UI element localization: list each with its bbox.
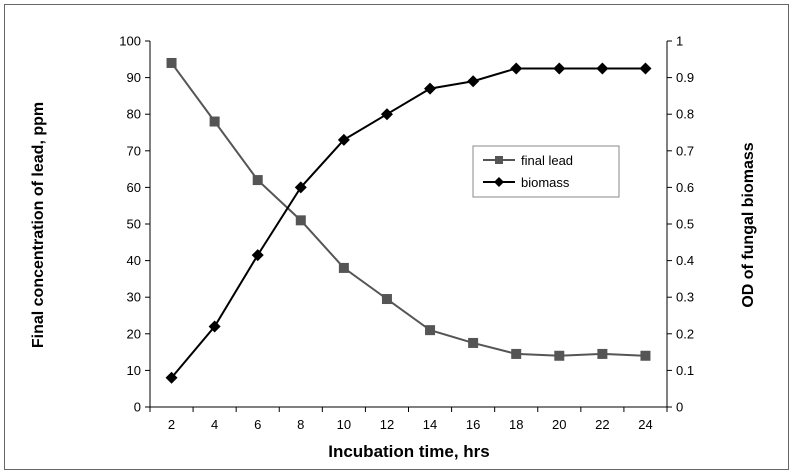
- y-left-tick-label: 10: [127, 363, 141, 378]
- x-axis-title: Incubation time, hrs: [328, 442, 490, 461]
- y-left-tick-label: 60: [127, 180, 141, 195]
- legend-marker-diamond: [494, 177, 504, 187]
- x-tick-label: 22: [595, 417, 609, 432]
- y-axis-left-title: Final concentration of lead, ppm: [30, 102, 47, 348]
- data-point-final-lead: [338, 262, 349, 273]
- x-tick-label: 14: [423, 417, 437, 432]
- data-point-biomass: [639, 62, 652, 75]
- y-left-tick-label: 70: [127, 143, 141, 158]
- series-line-final-lead: [170, 62, 646, 357]
- tick-labels: 0 10 20 30 40 50 60 70 80 90 100 0 0.1 0.2 0.3 0.4 0.5 0.…: [119, 34, 694, 433]
- data-point-biomass: [510, 62, 523, 75]
- data-point-final-lead: [640, 350, 651, 361]
- chart-frame: 0 10 20 30 40 50 60 70 80 90 100 0 0.1 0.2 0.3 0.4 0.5 0.…: [4, 4, 789, 470]
- y-left-tick-label: 30: [127, 290, 141, 305]
- legend-box: [472, 145, 620, 198]
- y-right-tick-label: 0.8: [676, 107, 694, 122]
- axes: [145, 40, 672, 412]
- y-right-tick-label: 0.7: [676, 143, 694, 158]
- y-left-tick-label: 0: [134, 400, 141, 415]
- y-right-tick-label: 0.1: [676, 363, 694, 378]
- x-tick-label: 16: [466, 417, 480, 432]
- x-tick-label: 8: [297, 417, 304, 432]
- data-point-final-lead: [425, 325, 436, 336]
- legend-label-biomass: biomass: [521, 175, 570, 190]
- data-point-final-lead: [166, 57, 177, 68]
- x-tick-label: 20: [552, 417, 566, 432]
- y-axis-right-title: OD of fungal biomass: [740, 142, 757, 307]
- x-tick-label: 24: [638, 417, 652, 432]
- y-right-tick-label: 0.5: [676, 217, 694, 232]
- y-right-tick-label: 0: [676, 400, 683, 415]
- data-point-final-lead: [511, 348, 522, 359]
- data-point-biomass: [294, 181, 307, 194]
- x-tick-label: 4: [211, 417, 218, 432]
- series-layer: [165, 57, 652, 384]
- data-point-biomass: [251, 249, 264, 262]
- data-point-final-lead: [252, 175, 263, 186]
- legend: final lead biomass: [472, 145, 620, 198]
- data-point-biomass: [380, 108, 393, 121]
- y-left-tick-label: 20: [127, 326, 141, 341]
- y-left-tick-label: 50: [127, 217, 141, 232]
- y-left-tick-label: 90: [127, 70, 141, 85]
- data-point-final-lead: [554, 350, 565, 361]
- y-left-tick-label: 40: [127, 253, 141, 268]
- x-tick-label: 10: [337, 417, 351, 432]
- data-point-final-lead: [295, 215, 306, 226]
- data-point-final-lead: [468, 337, 479, 348]
- y-right-tick-label: 0.3: [676, 290, 694, 305]
- x-tick-label: 2: [168, 417, 175, 432]
- data-point-biomass: [553, 62, 566, 75]
- data-point-final-lead: [597, 348, 608, 359]
- data-point-biomass: [165, 371, 178, 384]
- chart-svg: 0 10 20 30 40 50 60 70 80 90 100 0 0.1 0.2 0.3 0.4 0.5 0.…: [30, 34, 757, 462]
- y-left-tick-label: 80: [127, 107, 141, 122]
- series-line-biomass: [170, 67, 646, 379]
- data-point-biomass: [337, 133, 350, 146]
- x-tick-label: 6: [254, 417, 261, 432]
- data-point-biomass: [208, 320, 221, 333]
- data-point-biomass: [424, 82, 437, 95]
- y-right-tick-label: 0.6: [676, 180, 694, 195]
- legend-label-final-lead: final lead: [521, 153, 573, 168]
- legend-marker-square: [495, 156, 503, 164]
- data-point-final-lead: [381, 294, 392, 305]
- x-tick-label: 18: [509, 417, 523, 432]
- y-right-tick-label: 0.2: [676, 326, 694, 341]
- data-point-final-lead: [209, 116, 220, 127]
- x-tick-label: 12: [380, 417, 394, 432]
- y-left-tick-label: 100: [119, 34, 141, 49]
- y-right-tick-label: 1: [676, 34, 683, 49]
- y-right-tick-label: 0.9: [676, 70, 694, 85]
- data-point-biomass: [596, 62, 609, 75]
- data-point-biomass: [467, 75, 480, 88]
- y-right-tick-label: 0.4: [676, 253, 694, 268]
